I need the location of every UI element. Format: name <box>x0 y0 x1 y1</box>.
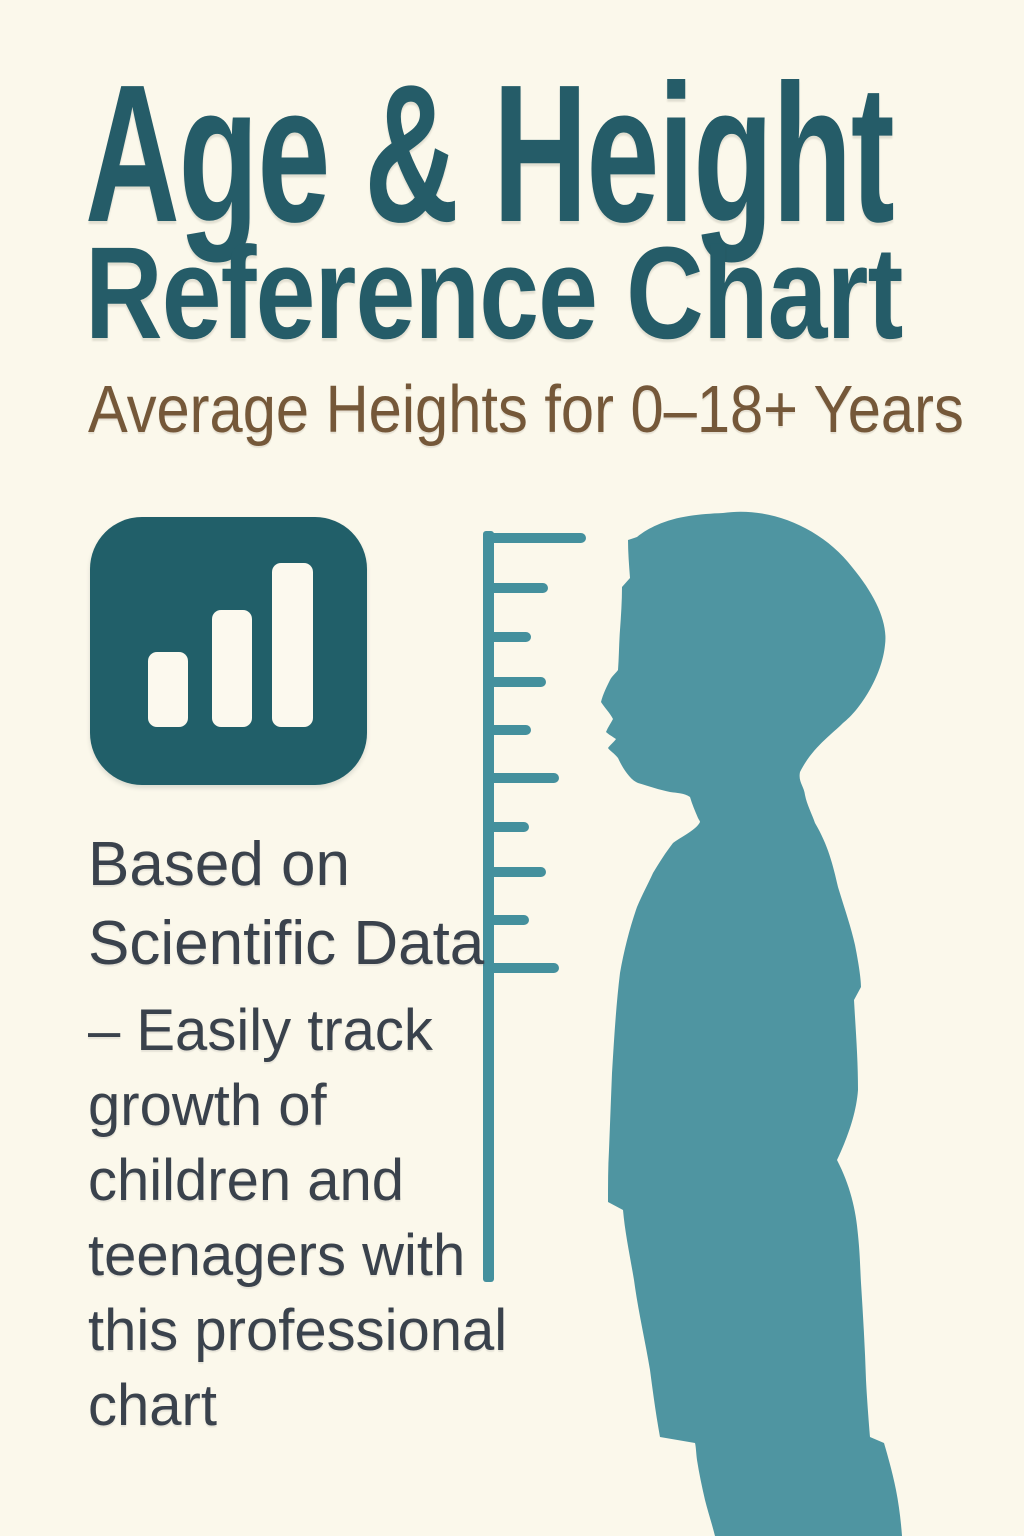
blurb-heading-line-2: Scientific Data <box>88 909 485 978</box>
bar-chart-icon <box>90 517 367 785</box>
page-title-line-1: Age & Height <box>85 44 895 263</box>
page-subtitle: Average Heights for 0–18+ Years <box>88 372 964 447</box>
bar-chart-icon-bar-small <box>148 652 188 727</box>
page-title-line-2: Reference Chart <box>85 219 903 366</box>
blurb-body-line-1: – Easily track <box>88 998 433 1063</box>
bar-chart-icon-bar-tall <box>272 563 313 727</box>
child-profile-silhouette <box>601 511 902 1536</box>
blurb-body-line-6: chart <box>88 1373 217 1438</box>
blurb-body-line-5: this professional <box>88 1298 508 1363</box>
blurb-heading: Based on Scientific Data <box>88 825 484 983</box>
blurb-body-line-2: growth of <box>88 1073 327 1138</box>
blurb-body-line-3: children and <box>88 1148 404 1213</box>
blurb-heading-line-1: Based on <box>88 830 350 899</box>
bar-chart-icon-bar-medium <box>212 610 252 727</box>
height-ruler-icon <box>483 531 586 1282</box>
blurb-body-line-4: teenagers with <box>88 1223 466 1288</box>
blurb-body: – Easily track growth of children and te… <box>88 993 507 1443</box>
